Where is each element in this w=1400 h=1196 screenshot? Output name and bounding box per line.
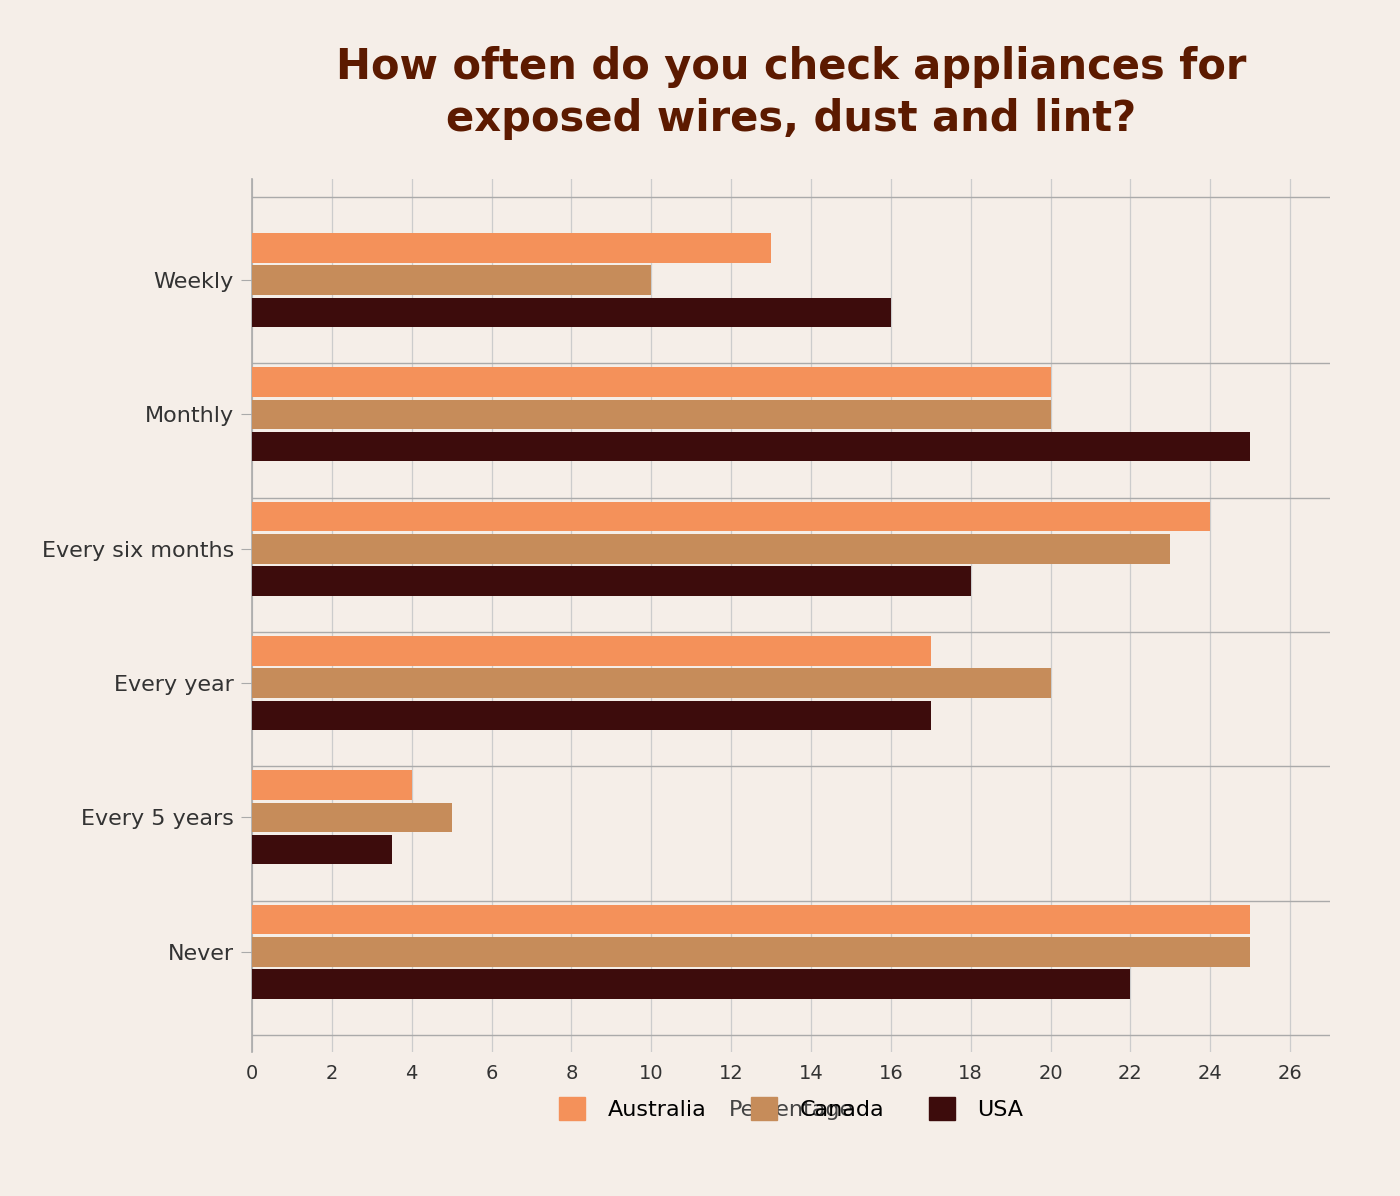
- Bar: [252, 432, 1250, 462]
- Bar: [252, 233, 771, 263]
- Bar: [252, 904, 1250, 934]
- Bar: [252, 669, 1050, 698]
- Bar: [252, 835, 392, 865]
- Title: How often do you check appliances for
exposed wires, dust and lint?: How often do you check appliances for ex…: [336, 45, 1246, 140]
- Bar: [252, 770, 412, 800]
- Bar: [252, 803, 452, 832]
- Bar: [252, 367, 1050, 397]
- Legend: Australia, Canada, USA: Australia, Canada, USA: [550, 1088, 1032, 1129]
- Bar: [252, 298, 890, 328]
- Bar: [252, 566, 970, 596]
- Bar: [252, 969, 1130, 999]
- X-axis label: Percentage: Percentage: [728, 1100, 854, 1119]
- Bar: [252, 701, 931, 730]
- Bar: [252, 533, 1170, 563]
- Bar: [252, 266, 651, 295]
- Bar: [252, 399, 1050, 429]
- Bar: [252, 636, 931, 666]
- Bar: [252, 502, 1210, 531]
- Bar: [252, 936, 1250, 966]
